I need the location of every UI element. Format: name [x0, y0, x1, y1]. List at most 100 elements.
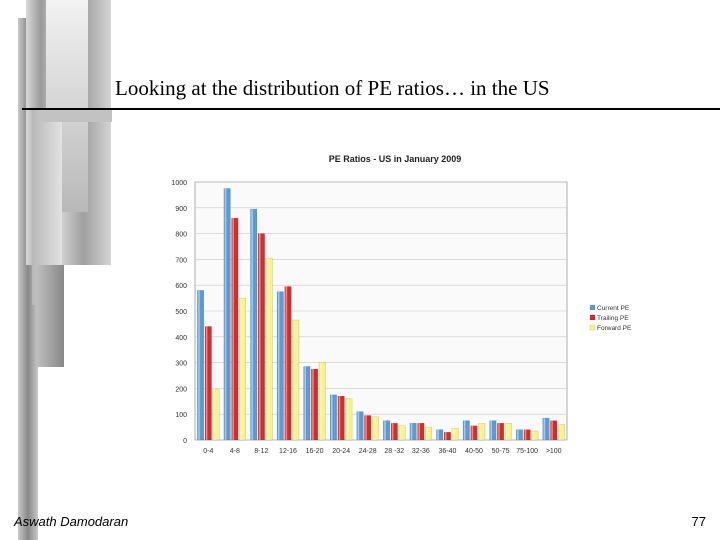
bar-highlight: [277, 291, 280, 440]
footer-author: Aswath Damodaran: [14, 514, 129, 529]
bar-trailing: [497, 423, 505, 441]
bar-forward: [451, 428, 459, 441]
bar-highlight: [346, 398, 348, 440]
bar-highlight: [293, 320, 295, 440]
x-tick-label: 32-36: [412, 448, 430, 455]
bar-current: [250, 208, 258, 441]
bar-highlight: [516, 429, 519, 440]
page-number: 77: [691, 514, 706, 529]
bar-highlight: [258, 233, 261, 440]
bar-current: [197, 290, 205, 441]
bar-highlight: [426, 427, 428, 440]
x-tick-label: >100: [546, 448, 562, 455]
legend-swatch-forward: [589, 324, 596, 331]
bar-highlight: [532, 430, 534, 440]
bar-forward: [557, 424, 565, 441]
pe-ratio-chart: PE Ratios - US in January 2009 0 100 200 30…: [171, 154, 632, 455]
bar-highlight: [224, 188, 227, 440]
y-tick-label: 0: [183, 438, 187, 445]
x-tick-label: 0-4: [203, 448, 213, 455]
bar-forward: [425, 426, 433, 441]
y-tick-label: 200: [175, 386, 187, 393]
bar-trailing: [311, 368, 319, 441]
x-tick-label: 40-50: [465, 448, 483, 455]
bar-forward: [318, 362, 326, 441]
x-tick-label: 4-8: [230, 448, 240, 455]
bar-highlight: [471, 425, 474, 440]
bar-forward: [265, 257, 273, 441]
chart-title: PE Ratios - US in January 2009: [329, 154, 462, 164]
bar-forward: [292, 319, 300, 441]
bar-highlight: [410, 423, 413, 440]
x-tick-label: 50-75: [492, 448, 510, 455]
legend-swatch-trailing: [589, 314, 596, 321]
bar-trailing: [523, 429, 531, 441]
bar-highlight: [213, 389, 216, 440]
bar-current: [436, 429, 444, 441]
y-tick-label: 500: [175, 309, 187, 316]
bar-trailing: [550, 420, 558, 441]
bar-highlight: [490, 420, 493, 440]
bar-highlight: [558, 424, 561, 440]
bar-forward: [531, 430, 539, 441]
bar-highlight: [479, 423, 481, 440]
title-rule: [22, 108, 720, 110]
y-tick-label: 600: [175, 283, 187, 290]
bar-forward: [504, 423, 512, 441]
y-tick-label: 800: [175, 232, 187, 239]
bar-trailing: [337, 395, 345, 441]
bar-highlight: [319, 362, 322, 440]
legend-label-trailing: Trailing PE: [597, 315, 629, 322]
legend-swatch-current: [589, 304, 596, 311]
bar-highlight: [285, 286, 288, 440]
y-tick-label: 900: [175, 206, 187, 213]
legend-label-current: Current PE: [597, 305, 630, 312]
bar-trailing: [284, 286, 292, 441]
bar-forward: [212, 389, 220, 441]
bar-highlight: [391, 423, 394, 440]
decor-bar-7: [40, 110, 112, 122]
bar-highlight: [330, 394, 333, 440]
bar-highlight: [384, 420, 386, 440]
bar-highlight: [505, 423, 508, 440]
bar-forward: [239, 297, 247, 441]
bar-highlight: [304, 366, 307, 440]
bar-trailing: [470, 425, 478, 441]
x-tick-label: 8-12: [254, 448, 268, 455]
bar-current: [515, 429, 523, 441]
bar-highlight: [418, 423, 421, 440]
bar-highlight: [551, 420, 553, 440]
bar-highlight: [198, 290, 200, 440]
bar-highlight: [524, 429, 527, 440]
legend-label-forward: Forward PE: [597, 325, 632, 332]
bar-highlight: [232, 218, 235, 440]
bar-highlight: [365, 415, 367, 440]
bar-highlight: [312, 369, 314, 440]
bar-current: [489, 420, 497, 441]
bar-highlight: [357, 411, 360, 440]
bar-forward: [478, 423, 486, 441]
bar-current: [356, 411, 364, 441]
bar-trailing: [204, 326, 212, 441]
y-tick-label: 300: [175, 361, 187, 368]
x-tick-label: 12-16: [279, 448, 297, 455]
x-tick-label: 20-24: [332, 448, 350, 455]
bar-forward: [345, 398, 353, 441]
bar-highlight: [251, 209, 253, 440]
bar-highlight: [452, 428, 455, 440]
bar-highlight: [437, 429, 439, 440]
slide-title: Looking at the distribution of PE ratios…: [115, 76, 550, 100]
bar-highlight: [338, 396, 341, 440]
bar-highlight: [444, 432, 447, 440]
x-tick-label: 16-20: [306, 448, 324, 455]
bar-highlight: [372, 416, 375, 440]
bar-forward: [371, 416, 379, 441]
decor-bar-6: [36, 265, 64, 367]
bar-trailing: [417, 423, 425, 441]
bar-highlight: [240, 298, 242, 440]
bar-highlight: [266, 258, 269, 440]
bar-trailing: [443, 432, 451, 441]
bar-highlight: [543, 418, 546, 440]
bar-forward: [398, 425, 406, 441]
bar-trailing: [390, 423, 398, 441]
